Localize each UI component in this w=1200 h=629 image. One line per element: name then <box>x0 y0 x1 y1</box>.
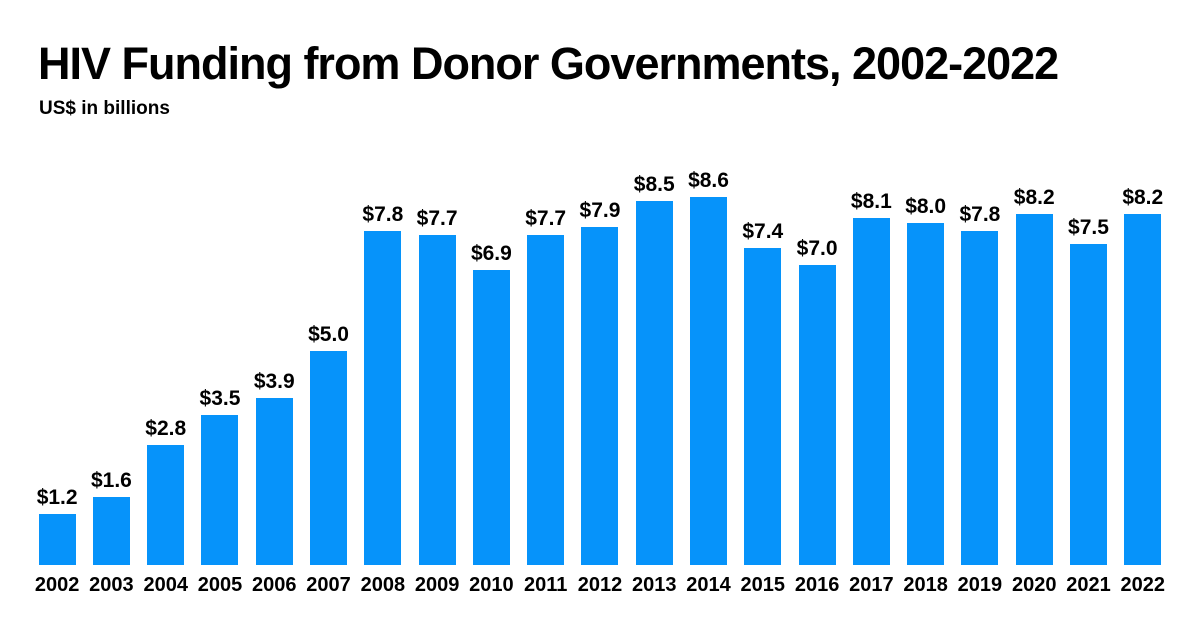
x-axis-tick-label: 2009 <box>414 574 460 596</box>
bar-column: $7.8 2008 <box>356 150 410 595</box>
bar-value-label: $7.7 <box>416 207 458 230</box>
x-axis-tick-label: 2005 <box>197 574 243 596</box>
bar-value-label: $1.6 <box>90 469 132 492</box>
chart-subtitle: US$ in billions <box>39 98 170 119</box>
bar-column: $8.1 2017 <box>844 150 898 595</box>
bar-value-label: $7.0 <box>796 237 838 260</box>
bar <box>310 351 348 565</box>
bar <box>1124 214 1162 565</box>
bar <box>690 197 728 565</box>
bar-value-label: $1.2 <box>36 486 78 509</box>
bar <box>147 445 185 565</box>
x-axis-tick-label: 2014 <box>686 574 731 596</box>
x-axis-tick-label: 2013 <box>631 574 677 596</box>
bar-value-label: $6.9 <box>470 242 512 265</box>
chart-title: HIV Funding from Donor Governments, 2002… <box>38 38 1059 89</box>
x-axis-tick-label: 2004 <box>143 574 188 596</box>
bar-column: $7.5 2021 <box>1061 150 1115 595</box>
bar-value-label: $8.5 <box>633 173 675 196</box>
bar-value-label: $3.5 <box>199 387 241 410</box>
bar <box>744 248 782 565</box>
bar-column: $1.2 2002 <box>30 150 84 595</box>
bar-column: $8.0 2018 <box>899 150 953 595</box>
bar-column: $7.0 2016 <box>790 150 844 595</box>
bar-column: $8.2 2022 <box>1116 150 1170 595</box>
x-axis-tick-label: 2021 <box>1066 574 1111 596</box>
bar-value-label: $7.5 <box>1068 216 1109 239</box>
bar <box>581 227 619 565</box>
bar <box>364 231 402 565</box>
x-axis-tick-label: 2002 <box>34 574 80 596</box>
bar-value-label: $7.8 <box>959 203 1001 226</box>
bar-value-label: $8.0 <box>905 195 947 218</box>
bar-chart: $1.2 2002 $1.6 2003 $2.8 2004 $3.5 2005 … <box>30 150 1170 595</box>
bar <box>38 514 76 565</box>
bar <box>907 223 945 565</box>
x-axis-tick-label: 2012 <box>577 574 623 596</box>
bar-column: $5.0 2007 <box>301 150 355 595</box>
bar-value-label: $7.8 <box>362 203 404 226</box>
x-axis-tick-label: 2003 <box>89 574 134 596</box>
bar-column: $3.9 2006 <box>247 150 301 595</box>
bar-column: $7.7 2009 <box>410 150 464 595</box>
x-axis-tick-label: 2007 <box>306 574 351 596</box>
bar-column: $7.9 2012 <box>573 150 627 595</box>
x-axis-tick-label: 2010 <box>469 574 514 596</box>
bar-column: $6.9 2010 <box>464 150 518 595</box>
bar-value-label: $7.4 <box>742 220 784 243</box>
bar <box>961 231 999 565</box>
bar-column: $8.6 2014 <box>681 150 735 595</box>
bar <box>1015 214 1053 565</box>
bar-value-label: $8.2 <box>1122 186 1164 209</box>
bar <box>255 398 293 565</box>
bar-value-label: $2.8 <box>145 417 187 440</box>
x-axis-tick-label: 2008 <box>360 574 406 596</box>
bar-column: $3.5 2005 <box>193 150 247 595</box>
x-axis-tick-label: 2006 <box>252 574 297 596</box>
bar <box>852 218 890 565</box>
bar-value-label: $8.1 <box>850 190 892 213</box>
bar-column: $7.8 2019 <box>953 150 1007 595</box>
x-axis-tick-label: 2022 <box>1120 574 1166 596</box>
bar-value-label: $7.9 <box>579 199 621 222</box>
bar <box>201 415 239 565</box>
bar-value-label: $7.7 <box>525 207 567 230</box>
bar-value-label: $5.0 <box>308 323 349 346</box>
bar-value-label: $8.6 <box>688 169 729 192</box>
x-axis-tick-label: 2020 <box>1011 574 1057 596</box>
bar <box>798 265 836 565</box>
x-axis-tick-label: 2017 <box>849 574 894 596</box>
bar-value-label: $3.9 <box>253 370 295 393</box>
bar-column: $8.5 2013 <box>627 150 681 595</box>
bar-column: $7.4 2015 <box>736 150 790 595</box>
x-axis-tick-label: 2018 <box>903 574 948 596</box>
bar-column: $8.2 2020 <box>1007 150 1061 595</box>
bar-column: $1.6 2003 <box>84 150 138 595</box>
x-axis-tick-label: 2011 <box>523 574 568 596</box>
x-axis-tick-label: 2019 <box>957 574 1003 596</box>
bar <box>92 497 130 565</box>
bar-column: $7.7 2011 <box>519 150 573 595</box>
bar <box>635 201 673 565</box>
bar <box>418 235 456 565</box>
bar <box>527 235 565 565</box>
x-axis-tick-label: 2015 <box>740 574 786 596</box>
x-axis-tick-label: 2016 <box>794 574 840 596</box>
bar-value-label: $8.2 <box>1013 186 1055 209</box>
bar-column: $2.8 2004 <box>139 150 193 595</box>
bar <box>1069 244 1107 565</box>
bar <box>472 270 510 565</box>
